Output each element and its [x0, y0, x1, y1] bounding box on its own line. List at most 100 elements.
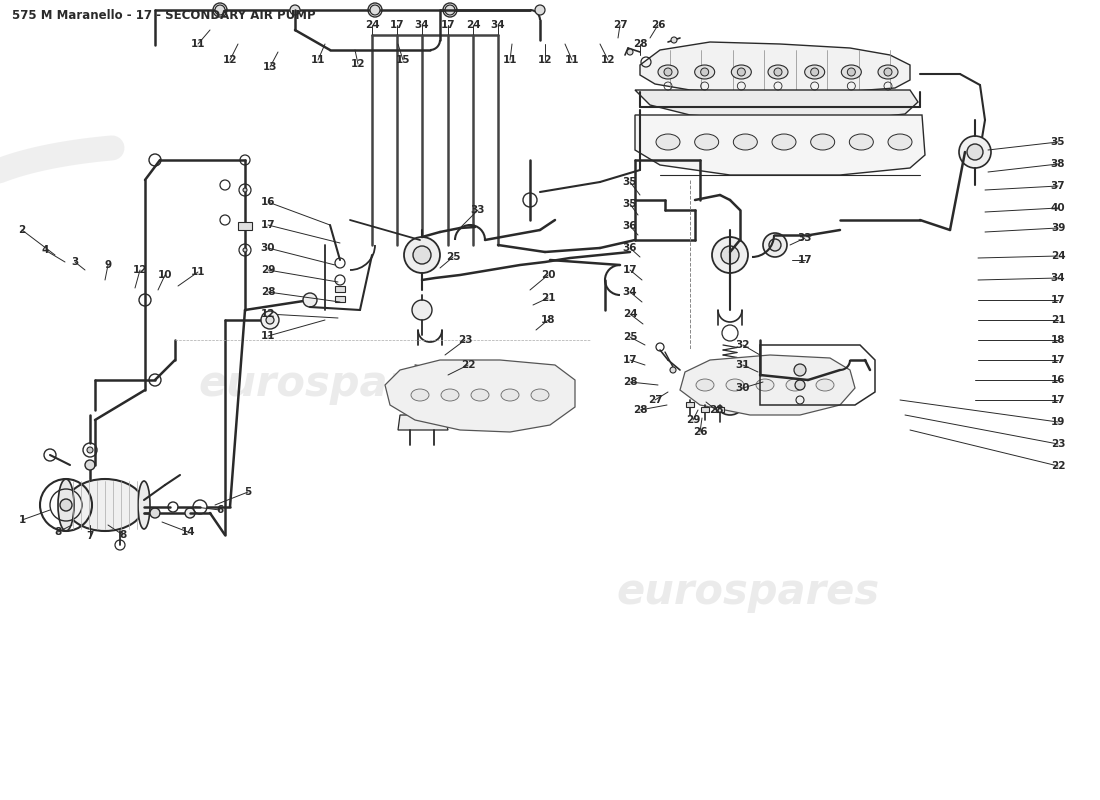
- Polygon shape: [635, 90, 918, 120]
- Circle shape: [150, 508, 160, 518]
- Text: 575 M Maranello - 17 - SECONDARY AIR PUMP: 575 M Maranello - 17 - SECONDARY AIR PUM…: [12, 9, 316, 22]
- Circle shape: [671, 37, 676, 43]
- Ellipse shape: [696, 379, 714, 391]
- Circle shape: [795, 380, 805, 390]
- Ellipse shape: [471, 389, 490, 401]
- Text: 25: 25: [623, 332, 637, 342]
- Circle shape: [720, 246, 739, 264]
- Circle shape: [715, 385, 745, 415]
- Text: 12: 12: [261, 309, 275, 319]
- Circle shape: [370, 5, 379, 15]
- Circle shape: [214, 5, 225, 15]
- Text: 29: 29: [685, 415, 701, 425]
- Circle shape: [87, 447, 94, 453]
- Ellipse shape: [888, 134, 912, 150]
- Ellipse shape: [695, 134, 718, 150]
- Bar: [238, 222, 252, 230]
- Text: 14: 14: [180, 527, 196, 537]
- Text: 9: 9: [104, 260, 111, 270]
- Text: 26: 26: [651, 20, 666, 30]
- Circle shape: [763, 233, 786, 257]
- Text: 16: 16: [1050, 375, 1065, 385]
- Ellipse shape: [500, 389, 519, 401]
- Text: 17: 17: [1050, 355, 1065, 365]
- Ellipse shape: [849, 134, 873, 150]
- Text: 17: 17: [623, 355, 637, 365]
- Text: 11: 11: [564, 55, 580, 65]
- Ellipse shape: [531, 389, 549, 401]
- Circle shape: [185, 508, 195, 518]
- Ellipse shape: [768, 65, 788, 79]
- Circle shape: [774, 68, 782, 76]
- Text: 38: 38: [1050, 159, 1065, 169]
- Text: 29: 29: [261, 265, 275, 275]
- Ellipse shape: [656, 134, 680, 150]
- Text: 11: 11: [503, 55, 517, 65]
- Circle shape: [535, 5, 544, 15]
- Circle shape: [959, 136, 991, 168]
- Text: 18: 18: [541, 315, 556, 325]
- Bar: [724, 376, 736, 382]
- Ellipse shape: [811, 134, 835, 150]
- Ellipse shape: [726, 379, 744, 391]
- Ellipse shape: [772, 134, 796, 150]
- Text: eurospares: eurospares: [616, 571, 880, 613]
- Text: 35: 35: [1050, 137, 1065, 147]
- Text: 28: 28: [261, 287, 275, 297]
- Circle shape: [794, 364, 806, 376]
- Text: 32: 32: [736, 340, 750, 350]
- Text: 27: 27: [648, 395, 662, 405]
- Text: 28: 28: [708, 405, 724, 415]
- Text: 33: 33: [471, 205, 485, 215]
- Ellipse shape: [58, 479, 74, 531]
- Circle shape: [243, 248, 248, 252]
- Circle shape: [884, 68, 892, 76]
- Bar: [336, 296, 345, 302]
- Circle shape: [627, 49, 632, 55]
- Ellipse shape: [842, 65, 861, 79]
- Text: 6: 6: [217, 505, 223, 515]
- Polygon shape: [385, 360, 575, 432]
- Text: 24: 24: [623, 309, 637, 319]
- Text: 40: 40: [1050, 203, 1065, 213]
- Text: 34: 34: [491, 20, 505, 30]
- Text: 10: 10: [157, 270, 173, 280]
- Ellipse shape: [658, 65, 678, 79]
- Text: 26: 26: [693, 427, 707, 437]
- Circle shape: [664, 68, 672, 76]
- Text: 17: 17: [261, 220, 275, 230]
- Text: 25: 25: [446, 252, 460, 262]
- Ellipse shape: [66, 479, 144, 531]
- Circle shape: [670, 367, 676, 373]
- Text: 24: 24: [365, 20, 380, 30]
- Circle shape: [85, 460, 95, 470]
- Text: 11: 11: [190, 267, 206, 277]
- Ellipse shape: [786, 379, 804, 391]
- Text: 28: 28: [632, 405, 647, 415]
- Text: 8: 8: [54, 527, 62, 537]
- Circle shape: [290, 5, 300, 15]
- Circle shape: [737, 68, 746, 76]
- Text: 17: 17: [623, 265, 637, 275]
- Circle shape: [412, 300, 432, 320]
- Text: 15: 15: [396, 55, 410, 65]
- Text: 12: 12: [538, 55, 552, 65]
- Text: 21: 21: [1050, 315, 1065, 325]
- Circle shape: [261, 311, 279, 329]
- Text: 11: 11: [261, 331, 275, 341]
- Text: 12: 12: [133, 265, 147, 275]
- Text: 20: 20: [541, 270, 556, 280]
- Text: 30: 30: [261, 243, 275, 253]
- Text: 5: 5: [244, 487, 252, 497]
- Ellipse shape: [441, 389, 459, 401]
- Circle shape: [446, 5, 455, 15]
- Text: 11: 11: [310, 55, 326, 65]
- Circle shape: [811, 68, 818, 76]
- Ellipse shape: [878, 65, 898, 79]
- Text: 37: 37: [1050, 181, 1065, 191]
- Circle shape: [412, 246, 431, 264]
- Text: 36: 36: [623, 243, 637, 253]
- Circle shape: [302, 293, 317, 307]
- Ellipse shape: [805, 65, 825, 79]
- Text: 18: 18: [1050, 335, 1065, 345]
